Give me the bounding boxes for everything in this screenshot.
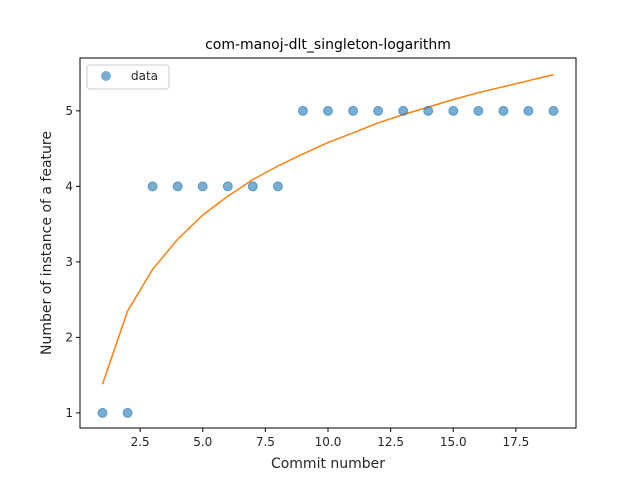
data-point xyxy=(172,181,183,192)
data-point xyxy=(147,181,158,192)
data-point xyxy=(548,105,559,116)
data-point xyxy=(348,105,359,116)
legend-marker xyxy=(101,71,111,81)
data-point xyxy=(523,105,534,116)
x-tick-label: 10.0 xyxy=(315,435,342,449)
data-point xyxy=(323,105,333,116)
x-tick-label: 7.5 xyxy=(256,435,275,449)
y-tick-label: 5 xyxy=(65,104,73,118)
data-point xyxy=(97,407,108,418)
data-point xyxy=(222,181,233,192)
plot-marks xyxy=(97,73,559,418)
x-axis-label: Commit number xyxy=(271,456,385,472)
data-point xyxy=(398,105,409,116)
chart-title: com-manoj-dlt_singleton-logarithm xyxy=(205,37,451,53)
legend-label: data xyxy=(131,69,158,83)
legend: data xyxy=(86,64,170,90)
data-point xyxy=(247,181,258,192)
y-tick-label: 1 xyxy=(65,406,73,420)
y-tick-label: 4 xyxy=(65,179,73,193)
x-axis: 2.5 5.0 7.5 10.0 12.5 15.0 17.5 xyxy=(131,428,530,449)
data-point xyxy=(448,105,459,116)
data-point xyxy=(122,407,133,418)
y-tick-label: 3 xyxy=(65,255,73,269)
data-point xyxy=(197,181,208,192)
data-point xyxy=(373,105,384,116)
y-axis: 1 2 3 4 5 xyxy=(65,104,80,420)
x-tick-label: 5.0 xyxy=(193,435,212,449)
y-axis-label: Number of instance of a feature xyxy=(39,131,55,355)
data-point xyxy=(272,181,283,192)
legend-box xyxy=(86,64,170,90)
x-tick-label: 15.0 xyxy=(440,435,467,449)
fit-line xyxy=(101,73,554,385)
data-point xyxy=(473,105,484,116)
x-tick-label: 2.5 xyxy=(131,435,150,449)
data-point xyxy=(423,105,434,116)
x-tick-label: 17.5 xyxy=(503,435,530,449)
x-tick-label: 12.5 xyxy=(377,435,404,449)
y-tick-label: 2 xyxy=(65,330,73,344)
data-point xyxy=(498,105,509,116)
data-point xyxy=(297,105,308,116)
